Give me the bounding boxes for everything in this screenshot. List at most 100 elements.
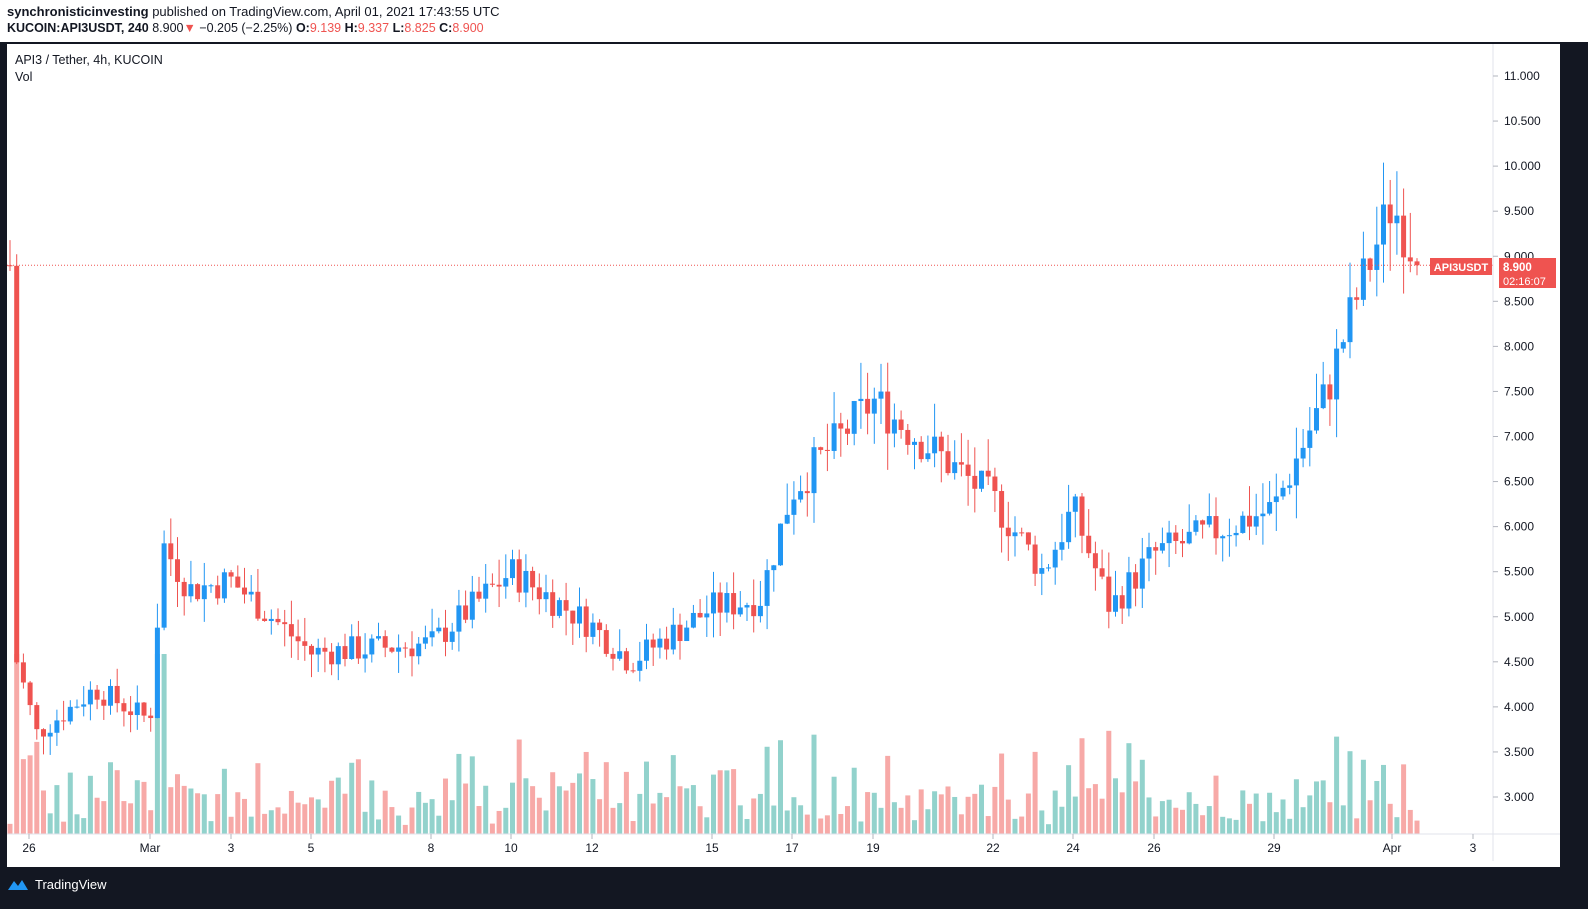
volume-bar — [369, 780, 375, 834]
candle-body — [1126, 572, 1132, 609]
volume-bar — [20, 759, 26, 834]
volume-bar — [617, 803, 623, 834]
volume-bar — [791, 797, 797, 834]
volume-bar — [449, 800, 455, 834]
volume-bar — [1401, 764, 1407, 834]
candle-body — [704, 613, 710, 618]
volume-bar — [556, 786, 562, 834]
candle-body — [422, 637, 428, 644]
change-arrow-icon: ▼ — [183, 21, 196, 35]
volume-bar — [905, 795, 911, 834]
legend-title[interactable]: API3 / Tether, 4h, KUCOIN — [15, 53, 163, 67]
candle-body — [1320, 384, 1326, 409]
candle-body — [248, 591, 254, 595]
candle-body — [724, 593, 730, 613]
candle-body — [1374, 244, 1380, 270]
volume-bar — [1133, 781, 1139, 834]
candle-body — [958, 462, 964, 465]
candle-body — [556, 600, 562, 616]
volume-bar — [61, 821, 67, 834]
volume-bar — [195, 793, 201, 834]
candle-body — [717, 592, 723, 613]
candle-body — [737, 607, 743, 615]
publish-line: synchronisticinvesting published on Trad… — [7, 4, 500, 19]
candle-body — [697, 612, 703, 618]
candle-body — [885, 391, 891, 434]
candle-body — [1186, 531, 1192, 544]
candle-body — [1119, 595, 1125, 609]
x-tick-label: Apr — [1383, 841, 1402, 855]
candle-body — [369, 638, 375, 655]
volume-bar — [932, 791, 938, 834]
candle-body — [168, 543, 174, 560]
volume-bar — [14, 654, 20, 834]
volume-bar — [979, 784, 984, 834]
volume-bar — [436, 815, 442, 834]
volume-bar — [1092, 784, 1098, 834]
volume-bar — [784, 810, 790, 834]
volume-bar — [1126, 743, 1132, 834]
candle-body — [382, 636, 388, 648]
candle-body — [871, 398, 877, 414]
volume-bar — [516, 739, 522, 834]
candle-body — [1414, 261, 1420, 266]
volume-bar — [1079, 738, 1085, 834]
tradingview-brand[interactable]: TradingView — [7, 877, 107, 892]
close-label: C: — [439, 21, 453, 35]
candle-body — [1334, 348, 1340, 400]
candle-body — [1052, 549, 1058, 568]
candle-body — [1293, 458, 1299, 486]
volume-bar — [228, 816, 234, 834]
volume-bar — [1340, 805, 1346, 834]
y-tick-label: 3.500 — [1504, 745, 1534, 759]
candle-body — [824, 449, 830, 451]
volume-bar — [771, 805, 777, 834]
volume-bar — [402, 824, 408, 834]
candle-body — [295, 636, 301, 642]
symbol-line: KUCOIN:API3USDT, 240 8.900▼ −0.205 (−2.2… — [7, 21, 484, 35]
volume-bar — [1240, 790, 1246, 834]
volume-bar — [409, 807, 415, 834]
price-tag: API3USDT 8.900 02:16:07 — [1430, 258, 1556, 288]
candle-body — [282, 622, 288, 625]
price-change: −0.205 (−2.25%) — [199, 21, 293, 35]
candle-body — [1340, 342, 1346, 349]
volume-bar — [818, 818, 824, 834]
candle-body — [54, 720, 60, 733]
y-tick-label: 5.500 — [1504, 565, 1534, 579]
legend-volume[interactable]: Vol — [15, 70, 33, 84]
candle-body — [1367, 258, 1373, 270]
candle-body — [778, 523, 783, 566]
candle-body — [979, 470, 984, 489]
volume-bar — [1233, 819, 1239, 834]
volume-bar — [7, 823, 13, 834]
volume-bar — [1374, 780, 1380, 834]
volume-bar — [1139, 759, 1145, 834]
volume-bar — [865, 792, 871, 834]
candle-body — [851, 401, 857, 434]
candle-body — [235, 576, 241, 588]
candle-body — [757, 605, 763, 617]
volume-bar — [1320, 780, 1326, 834]
volume-bar — [255, 763, 261, 834]
volume-bar — [1314, 781, 1319, 834]
volume-bar — [1407, 809, 1413, 834]
volume-bar — [845, 806, 850, 834]
volume-bar — [1247, 803, 1252, 834]
volume-bar — [597, 799, 603, 834]
volume-bar — [108, 762, 113, 834]
volume-bar — [154, 654, 160, 834]
volume-bar — [1099, 798, 1105, 834]
volume-bar — [1253, 793, 1259, 834]
volume-bar — [724, 770, 730, 834]
volume-bar — [992, 786, 998, 834]
candle-body — [664, 638, 670, 650]
author-name[interactable]: synchronisticinvesting — [7, 4, 149, 19]
candle-body — [154, 627, 160, 719]
candle-body — [1139, 558, 1145, 589]
candle-body — [938, 436, 944, 452]
volume-bar — [664, 797, 670, 834]
volume-bar — [483, 785, 489, 834]
candle-body — [925, 453, 931, 460]
